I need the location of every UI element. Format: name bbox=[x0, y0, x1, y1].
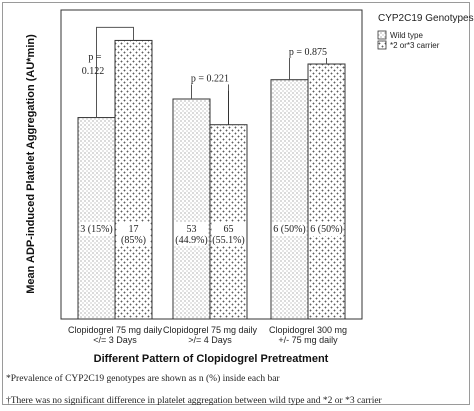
value-label-box-wild-type-3 bbox=[272, 222, 307, 236]
y-axis-title: Mean ADP-induced Platelet Aggregation (A… bbox=[25, 34, 37, 294]
value-label-wild-type-3: 6 (50%) bbox=[273, 224, 306, 235]
bar-wild-type-3 bbox=[270, 79, 309, 320]
x-tick-label-2: Clopidogrel 75 mg daily bbox=[163, 325, 258, 335]
value-label-box-carrier-1 bbox=[116, 222, 151, 246]
p-value-background-3 bbox=[287, 47, 329, 58]
legend-swatch-carrier bbox=[377, 40, 387, 50]
value-label-wild-type-2: (44.9%) bbox=[175, 235, 208, 246]
value-label-carrier-2: 65 bbox=[224, 224, 234, 235]
p-value-1: 0.122 bbox=[82, 66, 105, 77]
legend-title: CYP2C19 Genotypes bbox=[378, 13, 474, 24]
significance-bracket-1 bbox=[96, 26, 134, 118]
bar-carrier-2 bbox=[209, 124, 248, 320]
figure-frame bbox=[2, 2, 470, 405]
x-tick-label-3: Clopidogrel 300 mg bbox=[269, 325, 347, 335]
bar-carrier-3 bbox=[307, 63, 346, 320]
x-tick-label-1: </= 3 Days bbox=[93, 335, 137, 345]
bar-carrier-1 bbox=[114, 39, 153, 320]
value-label-wild-type-2: 53 bbox=[187, 224, 197, 235]
x-axis-title: Different Pattern of Clopidogrel Pretrea… bbox=[94, 353, 329, 365]
p-value-1: p = bbox=[88, 52, 102, 63]
value-label-carrier-1: 17 bbox=[129, 224, 139, 235]
value-label-carrier-1: (85%) bbox=[121, 235, 146, 246]
value-label-box-carrier-2 bbox=[211, 222, 246, 246]
legend-label-wild-type: Wild type bbox=[390, 31, 423, 40]
legend-label-carrier: *2 or*3 carrier bbox=[390, 41, 440, 50]
value-label-box-wild-type-1 bbox=[79, 222, 114, 236]
bar-wild-type-2 bbox=[172, 98, 211, 320]
x-tick-label-1: Clopidogrel 75 mg daily bbox=[68, 325, 163, 335]
bar-wild-type-1 bbox=[77, 117, 116, 320]
p-value-2: p = 0.221 bbox=[191, 73, 229, 84]
value-label-wild-type-1: 3 (15%) bbox=[80, 224, 113, 235]
footnote-significance: †There was no significant difference in … bbox=[6, 396, 382, 406]
value-label-carrier-2: (55.1%) bbox=[212, 235, 245, 246]
legend-swatch-wild-type bbox=[377, 30, 387, 40]
footnote-prevalence: *Prevalence of CYP2C19 genotypes are sho… bbox=[6, 374, 280, 384]
p-value-background-2 bbox=[189, 73, 231, 85]
value-label-box-wild-type-2 bbox=[174, 222, 209, 246]
x-tick-label-3: +/- 75 mg daily bbox=[278, 335, 338, 345]
p-value-3: p = 0.875 bbox=[289, 47, 327, 58]
value-label-box-carrier-3 bbox=[309, 222, 344, 236]
legend: CYP2C19 Genotypes Wild type *2 or*3 carr… bbox=[377, 13, 474, 50]
value-label-carrier-3: 6 (50%) bbox=[310, 224, 343, 235]
x-tick-label-2: >/= 4 Days bbox=[188, 335, 232, 345]
